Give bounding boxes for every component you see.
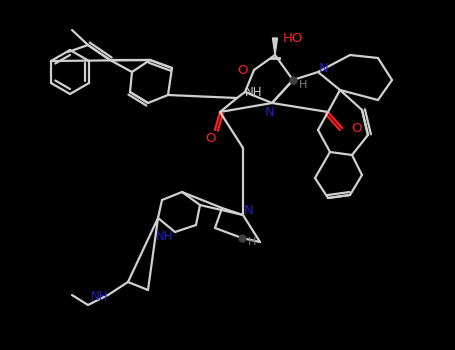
Text: NH: NH [156, 231, 174, 244]
Text: H: H [299, 80, 307, 90]
Text: HO: HO [283, 32, 303, 44]
Text: O: O [205, 132, 215, 145]
Text: NH: NH [245, 86, 263, 99]
Text: O: O [238, 63, 248, 77]
Text: N: N [319, 62, 329, 75]
Text: NH: NH [91, 290, 109, 303]
Polygon shape [273, 38, 278, 55]
Text: N: N [265, 105, 275, 119]
Text: H: H [248, 237, 256, 247]
Text: N: N [244, 203, 254, 217]
Text: O: O [351, 121, 362, 134]
